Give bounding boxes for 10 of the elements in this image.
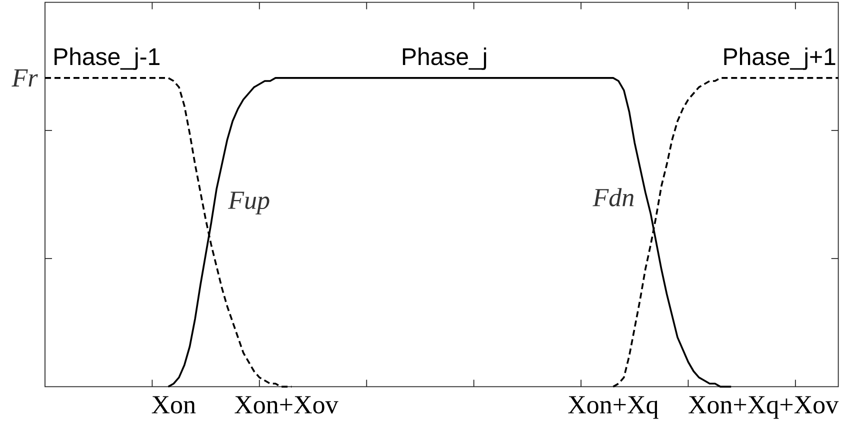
series-label: Phase_j+1 bbox=[724, 48, 836, 70]
y-axis-title: Fr bbox=[12, 69, 38, 86]
x-tick-label: Xon+Xq+Xov bbox=[688, 396, 839, 419]
x-tick-label: Xon+Xq bbox=[568, 396, 658, 419]
series-label: Phase_j bbox=[402, 48, 486, 70]
series-label: Phase_j-1 bbox=[54, 48, 160, 70]
x-tick-label: Xon bbox=[152, 396, 196, 414]
x-tick-label: Xon+Xov bbox=[234, 396, 338, 414]
annotation: Fup bbox=[228, 192, 270, 214]
annotation: Fdn bbox=[592, 188, 634, 206]
